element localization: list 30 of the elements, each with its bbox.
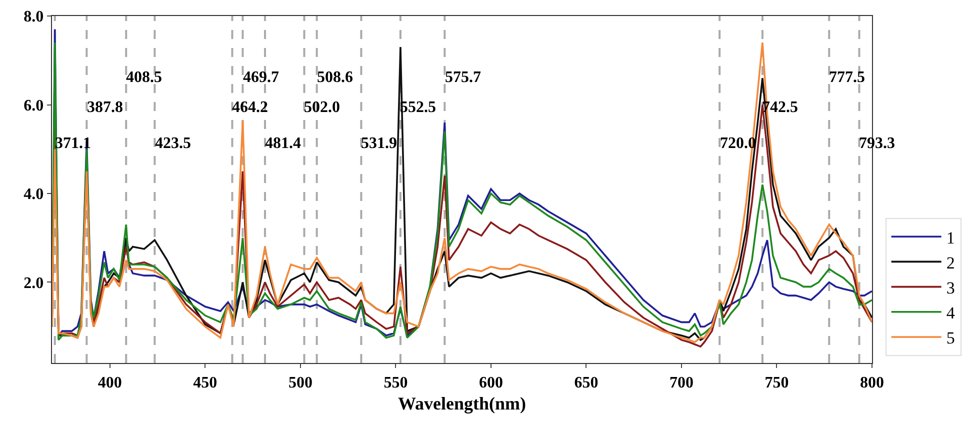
ref-line-label: 481.4 xyxy=(265,135,301,152)
legend-label: 2 xyxy=(946,253,955,272)
ref-line-label: 469.7 xyxy=(243,69,279,86)
x-tick-label: 650 xyxy=(574,374,598,392)
x-tick-label: 750 xyxy=(764,374,789,392)
ref-line-label: 531.9 xyxy=(361,135,397,152)
y-tick-label: 6.0 xyxy=(24,97,44,114)
y-tick-label: 2.0 xyxy=(24,274,44,292)
x-tick-label: 600 xyxy=(478,374,503,392)
ref-line-label: 502.0 xyxy=(304,99,340,116)
y-tick-label: 8.0 xyxy=(24,8,44,26)
x-axis-title: Wavelength(nm) xyxy=(398,393,526,414)
ref-line-label: 408.5 xyxy=(126,69,162,86)
ref-line-label: 464.2 xyxy=(232,99,268,116)
x-tick-label: 800 xyxy=(860,374,884,392)
legend-label: 4 xyxy=(946,304,956,323)
x-tick-label: 400 xyxy=(98,374,122,392)
legend-label: 3 xyxy=(946,278,955,298)
x-tick-label: 500 xyxy=(288,374,312,392)
ref-line-label: 387.8 xyxy=(87,99,123,116)
ref-line-label: 423.5 xyxy=(155,135,191,152)
legend-label: 5 xyxy=(946,328,955,348)
ref-line-label: 508.6 xyxy=(317,69,353,86)
x-tick-label: 550 xyxy=(384,374,408,392)
ref-line-label: 777.5 xyxy=(829,69,865,86)
y-tick-label: 4.0 xyxy=(24,186,44,204)
legend-label: 1 xyxy=(946,228,955,248)
ref-line-label: 575.7 xyxy=(445,69,481,86)
x-tick-label: 700 xyxy=(669,374,694,392)
x-tick-label: 450 xyxy=(193,374,218,392)
